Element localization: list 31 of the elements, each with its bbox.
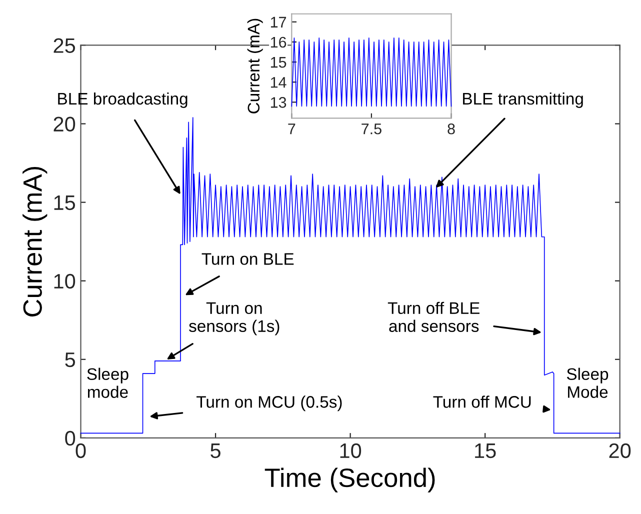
x-tick-label: 20 — [609, 443, 631, 458]
x-tick-label: 7 — [288, 124, 296, 134]
x-axis-title: Time (Second) — [264, 468, 435, 492]
y-tick-label: 15 — [54, 196, 76, 210]
annotation: Sleep Mode — [566, 368, 608, 398]
annotation: Turn off MCU — [433, 396, 531, 408]
y-tick-label: 25 — [54, 38, 76, 53]
y-tick-label: 5 — [65, 352, 76, 368]
annotation: Turn on BLE — [202, 253, 294, 265]
y-axis-title: Current (mA) — [247, 18, 263, 114]
y-tick-label: 13 — [270, 97, 286, 108]
x-tick-label: 7.5 — [362, 124, 382, 134]
y-tick-label: 15 — [270, 57, 286, 68]
y-tick-label: 17 — [270, 16, 286, 28]
annotation: Turn on sensors (1s) — [189, 302, 280, 336]
annotation: Sleep mode — [87, 368, 128, 398]
y-tick-label: 16 — [270, 36, 286, 48]
line-series — [291, 38, 452, 107]
x-tick-label: 8 — [448, 123, 455, 134]
y-tick-label: 10 — [54, 274, 76, 289]
annotation: BLE transmitting — [463, 92, 583, 108]
x-tick-label: 5 — [210, 444, 220, 458]
x-tick-label: 15 — [475, 444, 496, 458]
annotation: Turn off BLE and sensors — [388, 302, 480, 332]
x-tick-label: 10 — [340, 443, 362, 458]
x-tick-label: 0 — [76, 443, 86, 458]
annotation: Turn on MCU (0.5s) — [196, 396, 342, 412]
y-axis-title: Current (mA) — [22, 166, 48, 316]
y-tick-label: 14 — [270, 77, 286, 88]
y-tick-label: 0 — [65, 430, 76, 446]
line-series — [80, 117, 620, 434]
